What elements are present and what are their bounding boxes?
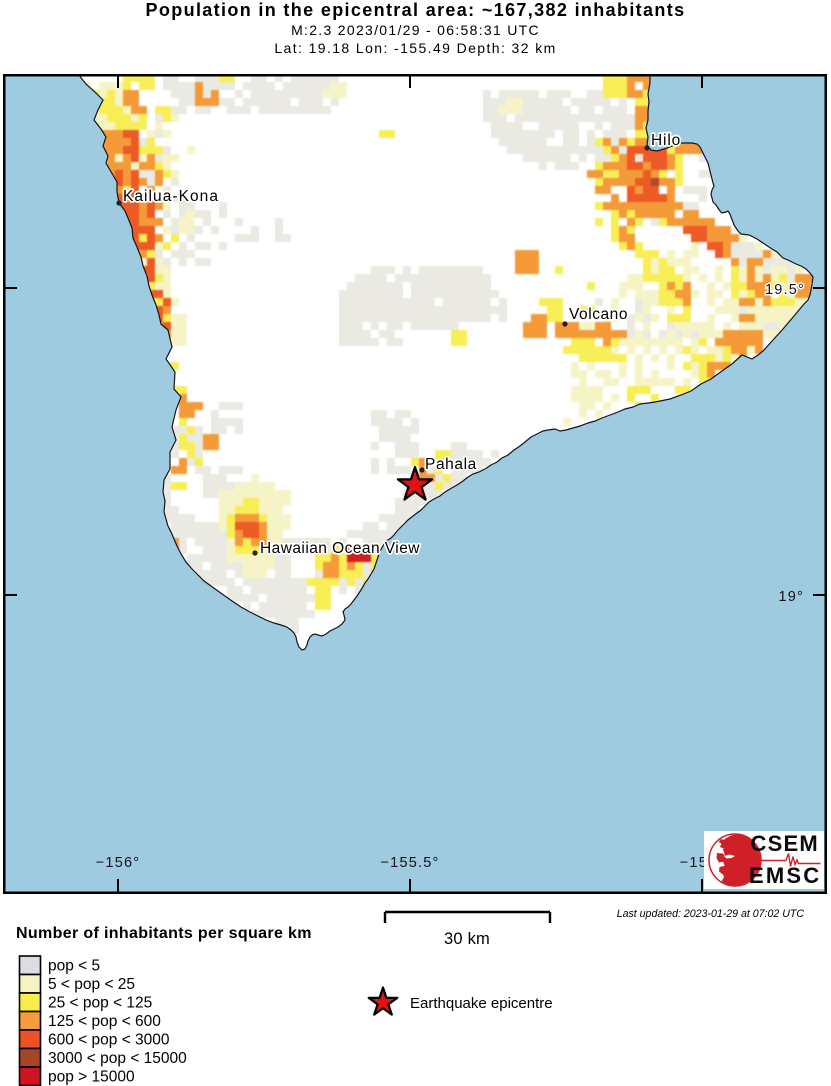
svg-text:19.5°: 19.5° <box>765 282 805 298</box>
svg-text:5 < pop < 25: 5 < pop < 25 <box>48 976 135 993</box>
svg-text:Pahala: Pahala <box>425 456 477 473</box>
svg-text:EMSC: EMSC <box>749 863 821 888</box>
svg-text:Kailua-Kona: Kailua-Kona <box>123 188 219 205</box>
svg-text:600 < pop < 3000: 600 < pop < 3000 <box>48 1032 170 1049</box>
svg-text:−155.5°: −155.5° <box>381 855 440 871</box>
svg-text:CSEM: CSEM <box>751 831 819 856</box>
svg-text:125 < pop < 600: 125 < pop < 600 <box>48 1013 161 1030</box>
svg-text:Hawaiian Ocean View: Hawaiian Ocean View <box>260 540 420 557</box>
svg-text:19°: 19° <box>778 589 804 605</box>
svg-text:Volcano: Volcano <box>569 306 628 323</box>
svg-text:3000 < pop < 15000: 3000 < pop < 15000 <box>48 1050 187 1067</box>
svg-text:pop < 5: pop < 5 <box>48 958 100 975</box>
svg-text:25 < pop < 125: 25 < pop < 125 <box>48 995 152 1012</box>
svg-text:pop > 15000: pop > 15000 <box>48 1069 135 1086</box>
svg-text:−156°: −156° <box>96 855 140 871</box>
svg-text:Earthquake epicentre: Earthquake epicentre <box>410 995 553 1012</box>
svg-text:Hilo: Hilo <box>651 132 681 149</box>
svg-text:30 km: 30 km <box>444 930 490 948</box>
